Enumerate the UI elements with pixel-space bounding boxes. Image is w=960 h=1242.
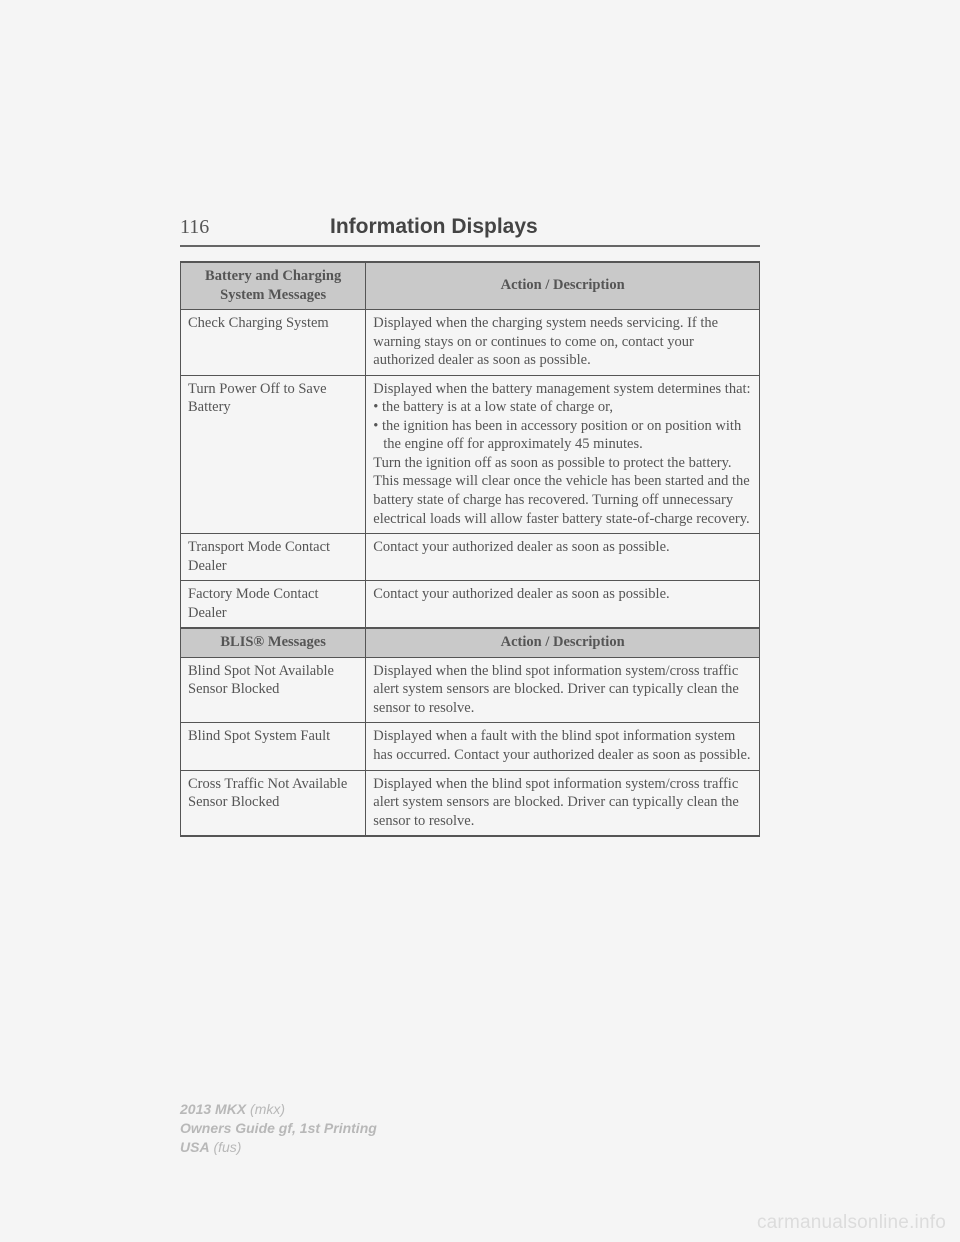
table2-header-msg: BLIS® Messages	[181, 628, 366, 657]
manual-page: 116 Information Displays Battery and Cha…	[180, 215, 760, 837]
page-title: Information Displays	[330, 215, 538, 239]
desc-cell: Displayed when the battery management sy…	[366, 375, 760, 533]
msg-cell: Blind Spot Not Available Sensor Blocked	[181, 657, 366, 723]
footer-model: 2013 MKX	[180, 1101, 246, 1117]
table1-header-desc: Action / Description	[366, 262, 760, 310]
desc-cell: Contact your authorized dealer as soon a…	[366, 581, 760, 628]
desc-bullet: • the ignition has been in accessory pos…	[373, 417, 752, 454]
page-footer: 2013 MKX (mkx) Owners Guide gf, 1st Prin…	[180, 1100, 377, 1157]
msg-cell: Factory Mode Contact Dealer	[181, 581, 366, 628]
msg-cell: Cross Traffic Not Available Sensor Block…	[181, 770, 366, 836]
msg-cell: Check Charging System	[181, 310, 366, 376]
watermark-text: carmanualsonline.info	[757, 1212, 946, 1234]
msg-cell: Transport Mode Contact Dealer	[181, 534, 366, 581]
page-header: 116 Information Displays	[180, 215, 760, 247]
desc-cell: Displayed when a fault with the blind sp…	[366, 723, 760, 770]
desc-bullet: • the battery is at a low state of charg…	[373, 398, 752, 417]
desc-outro: Turn the ignition off as soon as possibl…	[373, 454, 752, 528]
footer-region: USA	[180, 1139, 210, 1155]
msg-cell: Turn Power Off to Save Battery	[181, 375, 366, 533]
msg-cell: Blind Spot System Fault	[181, 723, 366, 770]
footer-code: (mkx)	[246, 1101, 285, 1117]
table1-header-msg: Battery and Charging System Messages	[181, 262, 366, 310]
table-row: Turn Power Off to Save Battery Displayed…	[181, 375, 760, 533]
desc-cell: Displayed when the charging system needs…	[366, 310, 760, 376]
table-row: Blind Spot System Fault Displayed when a…	[181, 723, 760, 770]
page-number: 116	[180, 216, 330, 239]
table-row: Transport Mode Contact Dealer Contact yo…	[181, 534, 760, 581]
table-row: Cross Traffic Not Available Sensor Block…	[181, 770, 760, 836]
footer-line: USA (fus)	[180, 1138, 377, 1157]
footer-code: (fus)	[210, 1139, 242, 1155]
desc-intro: Displayed when the battery management sy…	[373, 380, 752, 399]
desc-cell: Contact your authorized dealer as soon a…	[366, 534, 760, 581]
desc-cell: Displayed when the blind spot informatio…	[366, 770, 760, 836]
footer-line: Owners Guide gf, 1st Printing	[180, 1119, 377, 1138]
table-row: Check Charging System Displayed when the…	[181, 310, 760, 376]
footer-line: 2013 MKX (mkx)	[180, 1100, 377, 1119]
table-row: Blind Spot Not Available Sensor Blocked …	[181, 657, 760, 723]
blis-messages-table: BLIS® Messages Action / Description Blin…	[180, 627, 760, 837]
table2-header-desc: Action / Description	[366, 628, 760, 657]
table-row: Factory Mode Contact Dealer Contact your…	[181, 581, 760, 628]
battery-messages-table: Battery and Charging System Messages Act…	[180, 261, 760, 628]
desc-cell: Displayed when the blind spot informatio…	[366, 657, 760, 723]
